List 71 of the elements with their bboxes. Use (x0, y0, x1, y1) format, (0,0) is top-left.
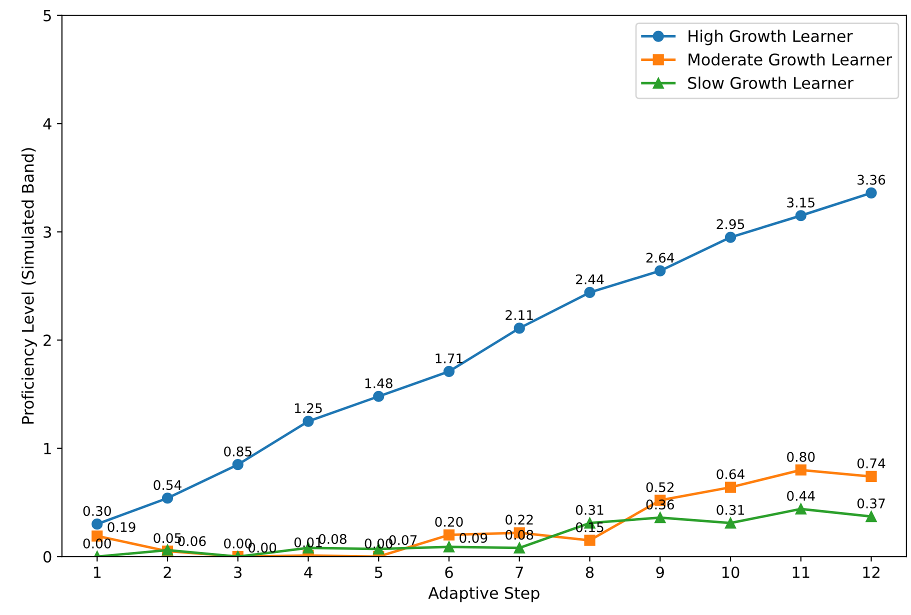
x-tick-label: 3 (234, 566, 242, 578)
data-label: 0.52 (646, 482, 674, 492)
point (795, 464, 806, 476)
point (584, 534, 596, 546)
data-label: 0.31 (716, 504, 744, 515)
x-tick-label: 7 (516, 566, 523, 578)
x-tick-label: 12 (863, 566, 880, 578)
x-tick-label: 11 (792, 566, 810, 578)
data-label: 0.54 (154, 480, 182, 490)
data-label: 0.74 (857, 458, 886, 468)
data-label: 0.20 (435, 516, 463, 527)
y-tick-label: 1 (44, 443, 51, 454)
point (866, 470, 877, 482)
data-label: 0.19 (108, 522, 136, 532)
y-tick-label: 3 (44, 226, 51, 238)
data-label: 0.37 (857, 498, 885, 508)
x-tick-label: 6 (445, 566, 453, 578)
data-label: 1.25 (295, 403, 322, 414)
y-tick-label: 4 (43, 118, 52, 130)
y-axis-title: Proficiency Level (Simulated Band) (21, 148, 37, 424)
data-label: 0.22 (506, 514, 533, 525)
legend-label: Moderate Growth Learner (688, 53, 892, 66)
point (654, 265, 666, 276)
data-label: 3.36 (858, 174, 886, 185)
data-label: 0.85 (224, 446, 252, 456)
data-label: 0.31 (576, 504, 604, 515)
data-label: 0.00 (83, 538, 111, 548)
point (724, 232, 736, 243)
data-label: 2.44 (576, 274, 604, 284)
y-tick-label: 0 (44, 551, 52, 563)
data-label: 2.11 (506, 310, 533, 320)
point (514, 322, 525, 334)
data-label: 3.15 (787, 198, 814, 208)
y-tick-label: 5 (44, 10, 51, 22)
point (724, 482, 736, 493)
point (795, 503, 806, 515)
point (373, 390, 384, 402)
point (724, 517, 736, 529)
point (232, 459, 244, 470)
x-tick-label: 8 (586, 566, 594, 578)
x-axis-title: Adaptive Step (428, 586, 540, 602)
data-label: 1.71 (436, 354, 462, 364)
data-label: 0.44 (787, 490, 815, 501)
point (866, 187, 877, 198)
data-label: 0.30 (83, 506, 111, 516)
legend-label: Slow Growth Learner (688, 76, 854, 89)
point (866, 510, 877, 522)
point (443, 541, 455, 552)
point (795, 210, 806, 222)
data-label: 0.64 (716, 469, 744, 480)
data-label: 2.95 (716, 219, 744, 230)
point (302, 416, 314, 427)
point (584, 286, 596, 298)
x-tick-label: 2 (164, 566, 171, 578)
data-label: 2.64 (646, 252, 674, 263)
x-tick-label: 1 (94, 566, 101, 578)
x-tick-label: 10 (722, 566, 740, 578)
data-label: 0.09 (460, 532, 488, 543)
data-label: 0.80 (787, 452, 815, 462)
x-tick-label: 9 (656, 566, 664, 578)
point (654, 512, 666, 524)
x-tick-label: 5 (374, 566, 382, 578)
point (443, 366, 455, 378)
x-tick-label: 4 (304, 566, 312, 578)
point (514, 542, 525, 554)
y-tick-label: 2 (44, 334, 51, 346)
point (443, 529, 455, 540)
point (162, 492, 174, 504)
data-label: 1.48 (365, 378, 392, 388)
legend-label: High Growth Learner (688, 30, 853, 46)
point (92, 518, 103, 530)
